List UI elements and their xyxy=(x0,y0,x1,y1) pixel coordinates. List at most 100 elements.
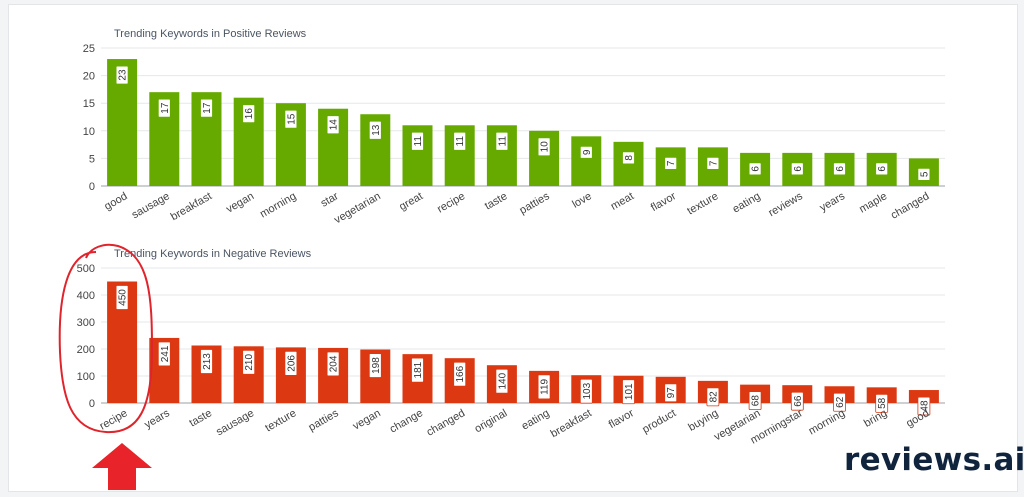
pos-data-label-morning: 15 xyxy=(284,109,297,129)
neg-data-label-text: 213 xyxy=(202,353,213,370)
chart-panel xyxy=(8,4,1018,492)
pos-data-label-text: 9 xyxy=(582,149,593,155)
pos-data-label-text: 8 xyxy=(624,155,635,161)
neg-data-label-morningstar: 66 xyxy=(790,391,804,411)
pos-data-label-box xyxy=(622,151,635,165)
neg-data-label-product: 97 xyxy=(664,383,677,403)
positive-keywords-chart: Trending Keywords in Positive Reviews 0 5… xyxy=(83,28,945,226)
neg-data-label-text: 204 xyxy=(329,355,340,372)
neg-data-label-text: 66 xyxy=(793,395,804,407)
neg-data-label-good: 48 xyxy=(917,396,931,416)
neg-data-label-text: 166 xyxy=(455,365,466,382)
neg-x-tick-label-vegan: vegan xyxy=(351,407,383,432)
pos-data-label-box xyxy=(157,98,171,118)
neg-data-label-changed: 166 xyxy=(453,361,466,387)
pos-x-tick-label-star: star xyxy=(319,190,341,210)
pos-data-label-meat: 8 xyxy=(622,151,635,165)
neg-data-label-box xyxy=(284,350,298,376)
neg-data-label-text: 450 xyxy=(118,289,129,306)
pos-x-tick-label-eating: eating xyxy=(731,190,763,215)
neg-x-tick-label-breakfast: breakfast xyxy=(549,407,594,440)
pos-data-label-text: 6 xyxy=(751,166,762,172)
pos-data-label-box xyxy=(115,65,129,85)
neg-x-tick-label-buying: buying xyxy=(686,407,720,434)
pos-data-label-text: 7 xyxy=(666,160,677,166)
neg-x-tick-label-bring: bring xyxy=(862,407,889,430)
positive-chart-title: Trending Keywords in Positive Reviews xyxy=(114,28,307,40)
pos-data-label-breakfast: 17 xyxy=(200,98,213,118)
pos-data-label-box xyxy=(790,162,804,176)
neg-data-label-text: 206 xyxy=(286,355,297,372)
neg-x-tick-label-eating: eating xyxy=(520,407,552,432)
neg-y-tick-label: 0 xyxy=(89,398,95,410)
pos-data-label-text: 17 xyxy=(202,102,213,114)
pos-data-label-sausage: 17 xyxy=(157,98,171,118)
pos-data-label-text: 23 xyxy=(118,69,129,81)
neg-x-tick-label-morning: morning xyxy=(807,407,847,437)
neg-data-label-text: 119 xyxy=(540,378,551,394)
pos-data-label-box xyxy=(200,98,213,118)
pos-data-label-text: 13 xyxy=(371,124,382,136)
neg-data-label-text: 62 xyxy=(835,396,846,408)
pos-x-tick-label-flavor: flavor xyxy=(649,190,679,214)
pos-x-tick-label-recipe: recipe xyxy=(435,190,467,215)
pos-x-tick-label-sausage: sausage xyxy=(130,190,172,221)
pos-bar-love xyxy=(571,136,602,186)
pos-data-label-box xyxy=(537,137,551,157)
neg-data-label-box xyxy=(537,374,551,400)
pos-x-tick-label-vegetarian: vegetarian xyxy=(332,190,382,226)
red-up-arrow-icon xyxy=(92,443,152,490)
brand-name: reviews.ai xyxy=(844,442,1024,478)
pos-data-label-text: 11 xyxy=(413,136,424,147)
neg-data-label-text: 181 xyxy=(413,361,424,378)
neg-data-label-text: 140 xyxy=(497,372,508,389)
neg-data-label-years: 241 xyxy=(157,341,171,367)
neg-data-label-box xyxy=(411,357,424,383)
neg-data-label-change: 181 xyxy=(411,357,424,383)
pos-data-label-good: 23 xyxy=(115,65,129,85)
pos-data-label-text: 6 xyxy=(835,166,846,172)
neg-y-tick-label: 500 xyxy=(77,263,95,275)
pos-data-label-maple: 6 xyxy=(875,162,889,176)
neg-x-tick-label-texture: texture xyxy=(263,407,298,434)
pos-data-label-box xyxy=(664,156,678,170)
pos-data-label-text: 16 xyxy=(244,108,255,120)
pos-data-label-box xyxy=(917,167,931,181)
neg-data-label-box xyxy=(242,349,256,375)
pos-x-tick-label-love: love xyxy=(570,190,593,210)
pos-data-label-star: 14 xyxy=(326,115,340,135)
neg-x-tick-label-flavor: flavor xyxy=(607,407,637,431)
neg-data-label-vegan: 198 xyxy=(368,353,382,378)
highlight-circle-icon xyxy=(58,243,154,434)
pos-data-label-box xyxy=(706,156,720,170)
neg-data-label-box xyxy=(917,396,931,416)
pos-x-tick-label-morning: morning xyxy=(258,190,298,220)
pos-data-label-box xyxy=(875,162,889,176)
neg-data-label-box xyxy=(748,391,762,411)
pos-x-tick-label-maple: maple xyxy=(857,190,889,215)
pos-y-tick-label: 5 xyxy=(89,153,95,165)
pos-data-label-text: 10 xyxy=(540,141,551,153)
pos-data-label-flavor: 7 xyxy=(664,156,678,170)
neg-data-label-taste: 213 xyxy=(200,349,213,374)
neg-data-label-box xyxy=(115,285,129,310)
neg-x-tick-label-patties: patties xyxy=(307,407,342,434)
neg-x-tick-label-change: change xyxy=(388,407,425,435)
neg-data-label-bring: 58 xyxy=(875,393,889,413)
neg-y-tick-label: 100 xyxy=(77,371,95,383)
neg-data-label-box xyxy=(875,393,889,413)
pos-x-tick-label-good: good xyxy=(102,190,129,213)
neg-bar-good xyxy=(908,390,939,403)
pos-data-label-years: 6 xyxy=(833,162,846,176)
neg-data-label-box xyxy=(706,387,720,407)
neg-x-tick-label-good: good xyxy=(904,407,931,430)
pos-x-tick-label-texture: texture xyxy=(685,190,720,217)
pos-data-label-box xyxy=(242,104,256,124)
neg-data-label-text: 241 xyxy=(160,345,171,362)
pos-x-tick-label-great: great xyxy=(397,190,425,213)
pos-y-tick-label: 15 xyxy=(83,98,95,110)
neg-data-label-box xyxy=(326,351,340,377)
pos-data-label-box xyxy=(453,131,467,151)
pos-data-label-box xyxy=(579,145,593,159)
